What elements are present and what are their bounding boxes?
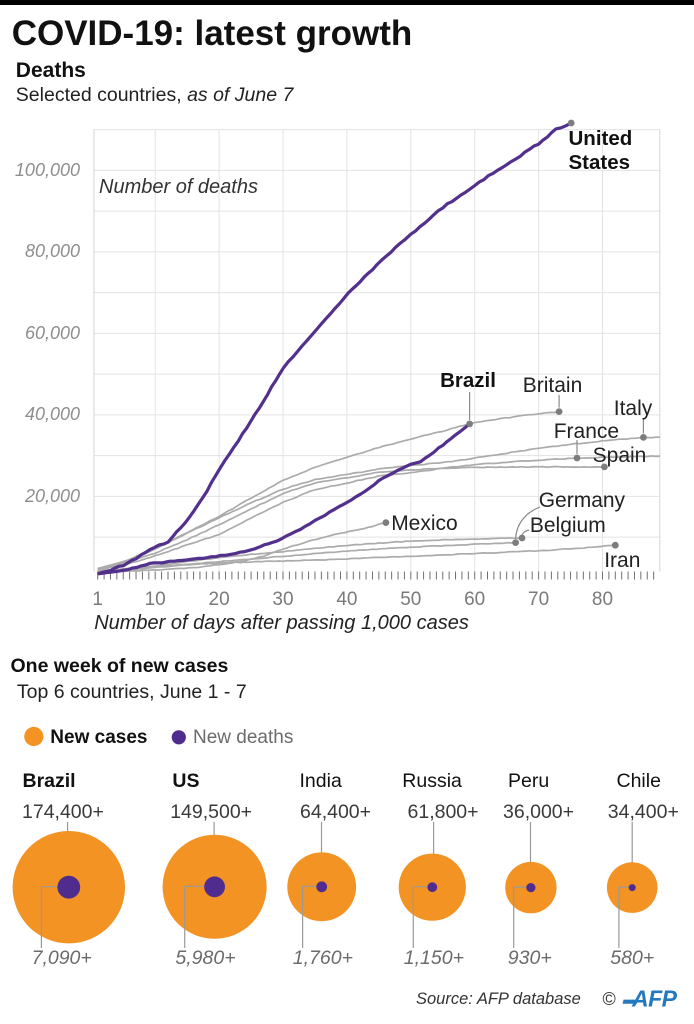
svg-text:AFP: AFP [631,986,678,1012]
